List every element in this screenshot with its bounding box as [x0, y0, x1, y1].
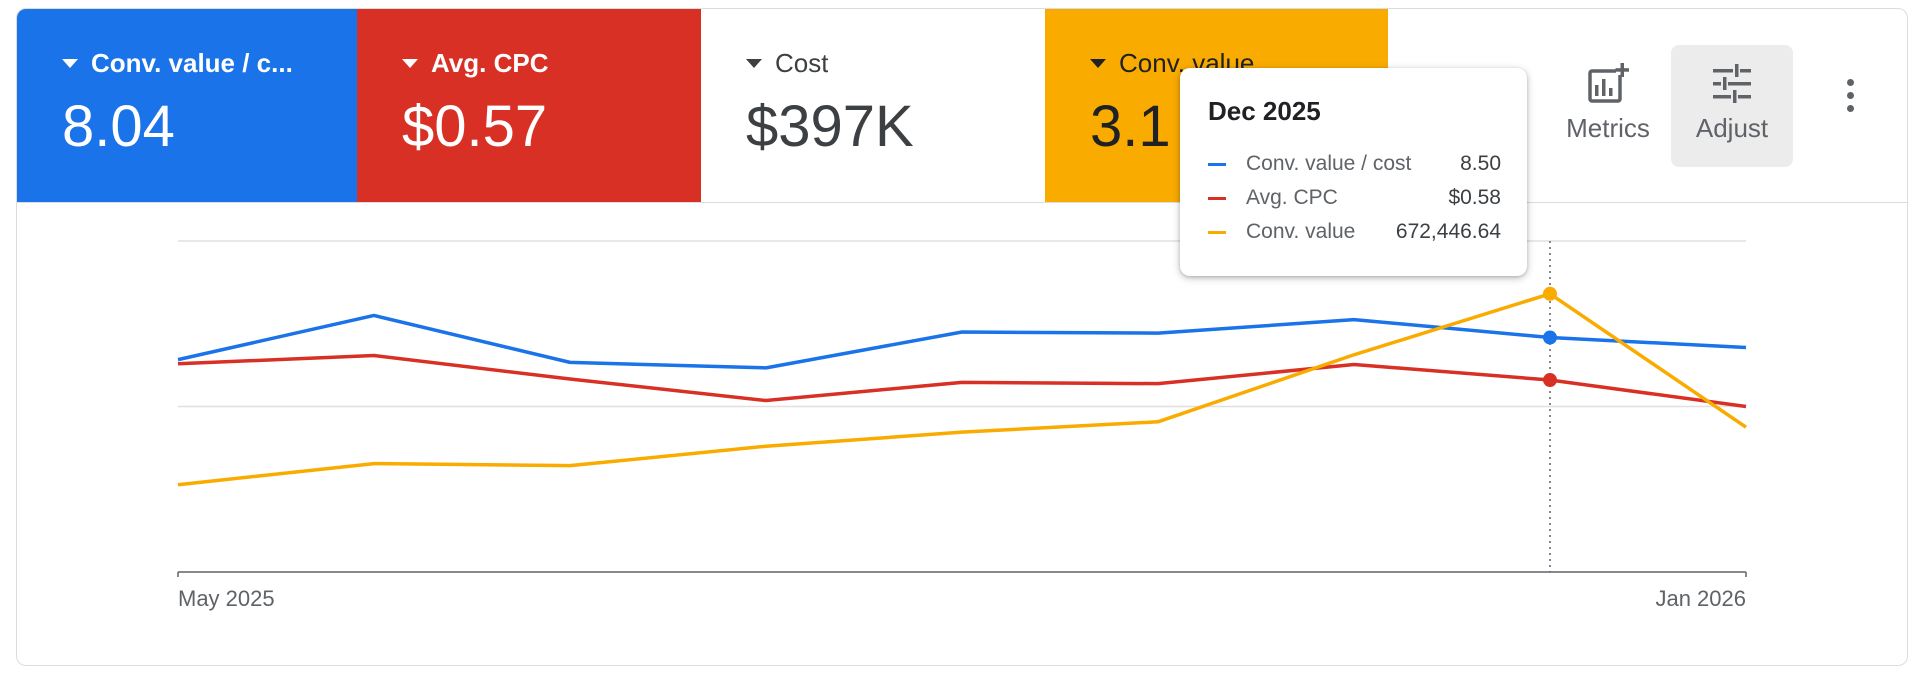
scorecards-divider	[17, 202, 1907, 203]
scorecard-avg-cpc[interactable]: Avg. CPC $0.57	[357, 9, 701, 202]
chart-tooltip: Dec 2025 Conv. value / cost 8.50 Avg. CP…	[1180, 68, 1527, 276]
metrics-label: Metrics	[1566, 113, 1650, 143]
highlight-point	[1543, 286, 1557, 301]
tooltip-row: Avg. CPC $0.58	[1208, 181, 1501, 215]
scorecard-value: $0.57	[402, 94, 548, 159]
adjust-button[interactable]: Adjust	[1671, 45, 1793, 167]
scorecard-value: $397K	[746, 94, 914, 159]
more-vert-icon	[1846, 79, 1854, 86]
tooltip-series-value: 672,446.64	[1395, 220, 1501, 243]
tooltip-row: Conv. value / cost 8.50	[1208, 147, 1501, 181]
dropdown-arrow-icon	[746, 58, 762, 68]
scorecard-label: Cost	[775, 47, 829, 78]
scorecard-cost[interactable]: Cost $397K	[701, 9, 1045, 202]
scorecard-label: Avg. CPC	[431, 47, 549, 78]
scorecard-value: 8.04	[62, 94, 175, 159]
tune-icon	[1713, 64, 1751, 103]
series-swatch	[1208, 196, 1226, 200]
series-line	[177, 353, 1747, 409]
dropdown-arrow-icon	[402, 58, 418, 68]
highlight-point	[1543, 373, 1557, 388]
series-swatch	[1208, 230, 1226, 234]
tooltip-series-name: Avg. CPC	[1246, 186, 1338, 209]
adjust-label: Adjust	[1695, 113, 1769, 143]
dropdown-arrow-icon	[62, 58, 78, 68]
tooltip-series-value: 8.50	[1460, 152, 1501, 175]
scorecard-label: Conv. value / c...	[91, 47, 293, 78]
more-options-button[interactable]	[1835, 79, 1865, 149]
series-swatch	[1208, 162, 1226, 166]
performance-chart-card: May 2025 Jan 2026 Conv. value / c... 8.04…	[16, 8, 1908, 666]
x-tick-label: May 2025	[178, 586, 275, 611]
scorecard-value: 3.1	[1090, 94, 1171, 159]
x-tick-label: Jan 2026	[1655, 586, 1746, 611]
dropdown-arrow-icon	[1090, 58, 1106, 68]
highlight-point	[1543, 330, 1557, 345]
line-chart[interactable]: May 2025 Jan 2026	[17, 9, 1908, 666]
add-chart-icon	[1588, 63, 1629, 103]
scorecards: Conv. value / c... 8.04 Avg. CPC $0.57 C…	[17, 9, 1389, 202]
series-line	[177, 292, 1747, 487]
tooltip-series-name: Conv. value	[1246, 220, 1356, 243]
chart-area: May 2025 Jan 2026	[17, 9, 1908, 666]
metrics-button[interactable]: Metrics	[1547, 45, 1669, 167]
scorecard-conv-value-cost[interactable]: Conv. value / c... 8.04	[17, 9, 357, 202]
series-line	[177, 313, 1747, 370]
tooltip-title: Dec 2025	[1208, 96, 1321, 126]
tooltip-row: Conv. value 672,446.64	[1208, 215, 1501, 249]
tooltip-series-name: Conv. value / cost	[1246, 152, 1412, 175]
tooltip-series-value: $0.58	[1448, 186, 1501, 209]
